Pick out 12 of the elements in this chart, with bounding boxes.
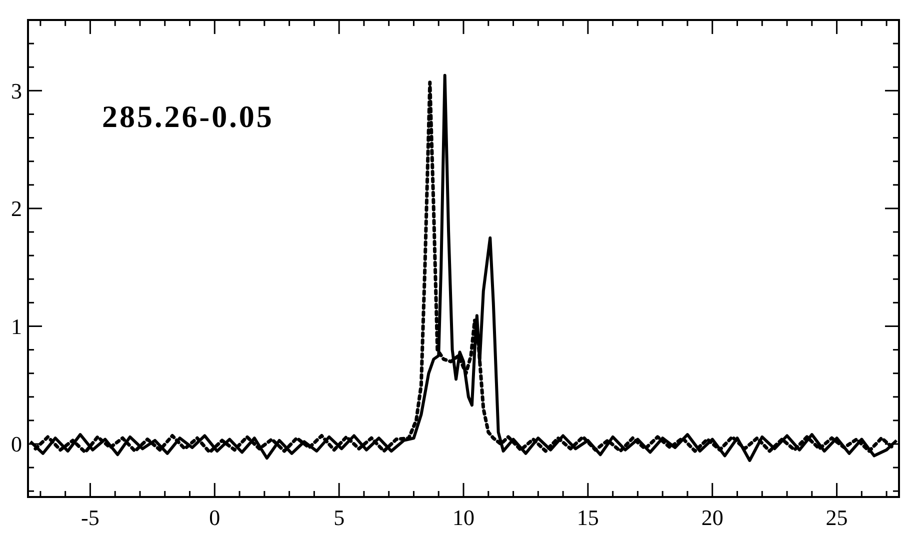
annotation: 285.26-0.05 bbox=[102, 99, 274, 134]
x-tick-label: 10 bbox=[452, 505, 474, 530]
y-tick-label: 1 bbox=[11, 314, 22, 339]
x-tick-label: 5 bbox=[334, 505, 345, 530]
x-tick-label: 20 bbox=[701, 505, 724, 530]
y-tick-label: 0 bbox=[11, 432, 22, 457]
x-tick-label: -5 bbox=[81, 505, 100, 530]
x-tick-label: 25 bbox=[826, 505, 848, 530]
y-tick-label: 3 bbox=[11, 78, 22, 104]
x-tick-label: 15 bbox=[576, 505, 599, 530]
x-tick-label: 0 bbox=[209, 505, 220, 530]
y-tick-label: 2 bbox=[11, 196, 22, 222]
